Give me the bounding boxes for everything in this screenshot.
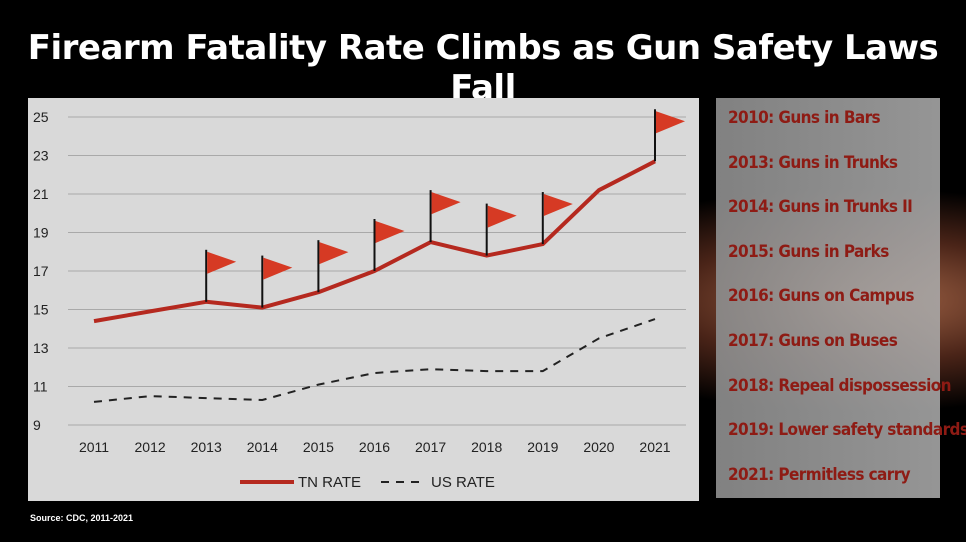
x-tick-label: 2015: [303, 439, 334, 455]
law-item: 2010: Guns in Bars: [728, 108, 881, 128]
y-axis-ticks: 9 11 13 15 17 19 21 23 25: [33, 109, 49, 433]
legend-label: US RATE: [431, 474, 495, 491]
x-tick-label: 2020: [583, 439, 614, 455]
y-tick-label: 15: [33, 302, 49, 318]
flag-icon: [543, 194, 573, 217]
chart-panel: 9 11 13 15 17 19 21 23 25 2011 2012 2013 2014 2015 20…: [28, 98, 699, 501]
y-tick-label: 17: [33, 263, 49, 279]
x-tick-label: 2021: [639, 439, 670, 455]
laws-panel: 2010: Guns in Bars 2013: Guns in Trunks 20…: [716, 98, 966, 498]
flag-icon: [431, 192, 461, 215]
law-item: 2017: Guns on Buses: [728, 331, 898, 351]
y-tick-label: 11: [33, 379, 48, 395]
flag-icon: [207, 251, 237, 274]
flag-icon: [487, 205, 517, 228]
flag-icon: [375, 221, 405, 243]
us-rate-line: [93, 318, 656, 403]
x-tick-label: 2017: [415, 439, 446, 455]
legend: TN RATE US RATE: [240, 474, 495, 491]
y-tick-label: 19: [33, 225, 49, 241]
legend-label: TN RATE: [298, 474, 361, 491]
y-tick-label: 21: [33, 186, 49, 202]
law-item: 2021: Permitless carry: [728, 464, 911, 485]
law-flags: [205, 109, 685, 308]
x-tick-label: 2013: [191, 439, 222, 455]
y-tick-label: 9: [33, 417, 41, 433]
y-tick-label: 25: [33, 109, 49, 125]
source-note: Source: CDC, 2011-2021: [30, 513, 134, 523]
flag-icon: [263, 257, 293, 280]
law-item: 2013: Guns in Trunks: [728, 152, 898, 173]
law-item: 2015: Guns in Parks: [728, 241, 889, 262]
chart-title: Firearm Fatality Rate Climbs as Gun Safe…: [27, 28, 939, 108]
flag-icon: [656, 111, 685, 134]
law-item: 2018: Repeal dispossession: [728, 375, 952, 396]
law-item: 2016: Guns on Campus: [728, 286, 915, 307]
flag-icon: [319, 242, 349, 265]
series-lines: [93, 159, 656, 403]
x-axis-ticks: 2011 2012 2013 2014 2015 2016 2017 2018 2019 2020…: [79, 439, 671, 455]
x-tick-label: 2014: [247, 439, 278, 455]
y-tick-label: 13: [33, 340, 49, 356]
x-tick-label: 2016: [359, 439, 390, 455]
x-tick-label: 2012: [135, 439, 166, 455]
y-tick-label: 23: [33, 148, 49, 164]
law-item: 2014: Guns in Trunks II: [728, 197, 913, 218]
x-tick-label: 2018: [471, 439, 502, 455]
law-item: 2019: Lower safety standards: [728, 420, 966, 441]
x-tick-label: 2011: [79, 439, 109, 455]
x-tick-label: 2019: [527, 439, 558, 455]
